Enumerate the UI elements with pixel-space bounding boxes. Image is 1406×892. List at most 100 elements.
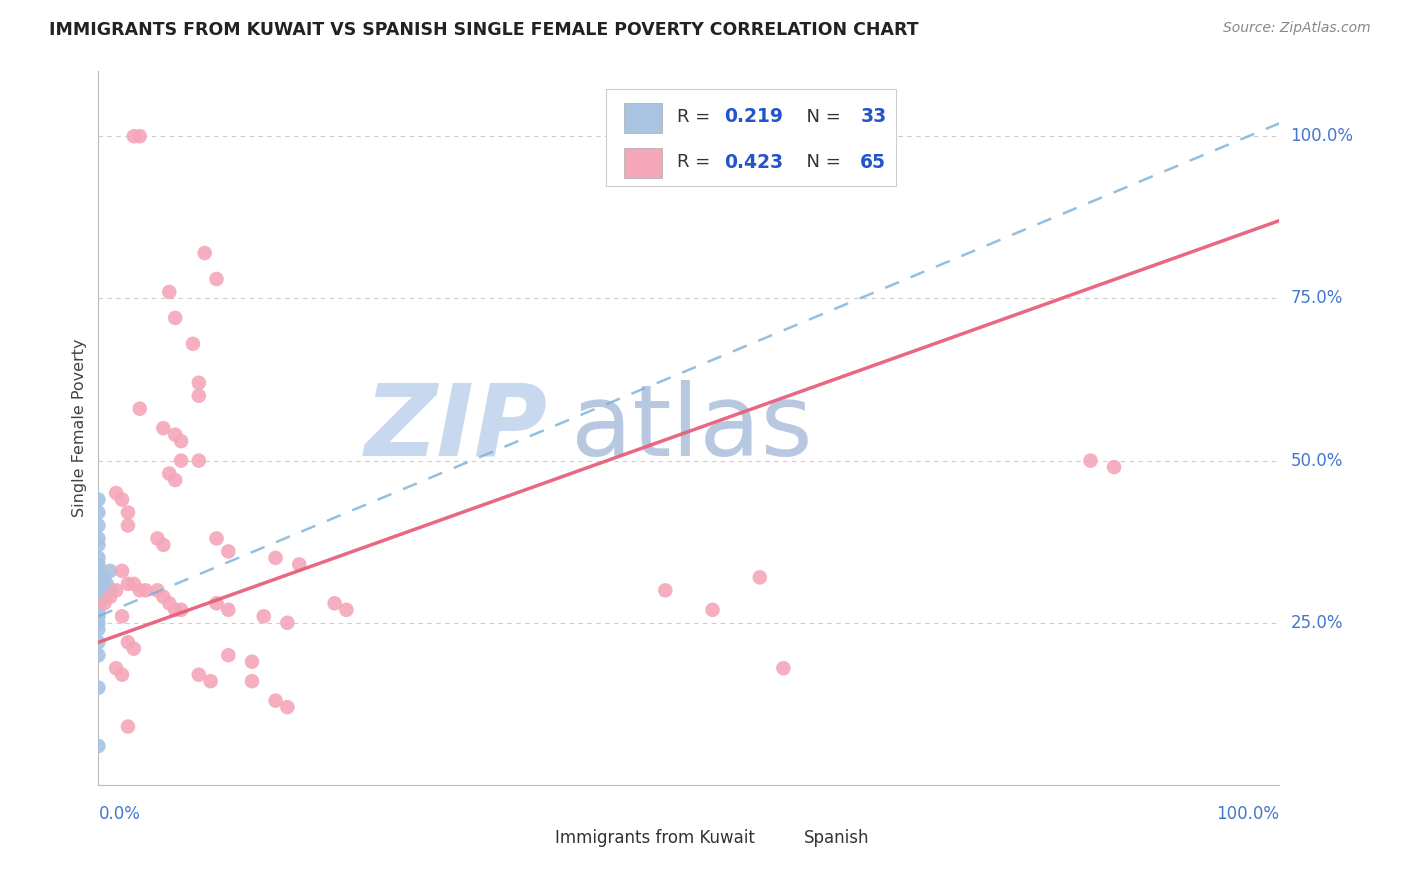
Point (111, 564, 134, 578)
Point (87, 538, 110, 552)
Point (217, 648, 239, 663)
Point (205, 596, 228, 610)
Point (98, 564, 121, 578)
FancyBboxPatch shape (766, 828, 796, 851)
Text: 100.0%: 100.0% (1216, 805, 1279, 823)
Point (122, 577, 145, 591)
Point (87, 596, 110, 610)
Point (128, 129, 150, 144)
Point (87, 609, 110, 624)
Point (187, 376, 209, 390)
Point (117, 518, 139, 533)
Point (187, 389, 209, 403)
Point (93, 570, 115, 584)
Point (117, 506, 139, 520)
Point (165, 603, 187, 617)
Text: N =: N = (796, 153, 846, 171)
Point (87, 532, 110, 546)
Point (117, 720, 139, 734)
Point (170, 603, 193, 617)
Point (128, 401, 150, 416)
Point (187, 453, 209, 467)
Point (105, 583, 128, 598)
Point (111, 609, 134, 624)
Text: 50.0%: 50.0% (1291, 451, 1343, 469)
Point (217, 544, 239, 558)
Point (87, 590, 110, 604)
Point (276, 615, 298, 630)
Point (200, 674, 222, 689)
Text: 100.0%: 100.0% (1291, 128, 1354, 145)
Point (122, 129, 145, 144)
Text: 33: 33 (860, 107, 886, 127)
Point (111, 492, 134, 507)
Text: 0.0%: 0.0% (98, 805, 141, 823)
Point (194, 246, 217, 260)
Point (264, 693, 287, 707)
Point (128, 583, 150, 598)
Text: IMMIGRANTS FROM KUWAIT VS SPANISH SINGLE FEMALE POVERTY CORRELATION CHART: IMMIGRANTS FROM KUWAIT VS SPANISH SINGLE… (49, 21, 920, 38)
Point (94, 590, 117, 604)
Point (87, 570, 110, 584)
Point (654, 583, 676, 598)
Point (91, 590, 114, 604)
Point (87, 506, 110, 520)
Point (87, 564, 110, 578)
Text: Source: ZipAtlas.com: Source: ZipAtlas.com (1223, 21, 1371, 35)
Point (170, 453, 193, 467)
Point (146, 583, 169, 598)
Point (240, 655, 263, 669)
Point (748, 570, 770, 584)
Text: 65: 65 (860, 153, 886, 172)
Point (87, 550, 110, 565)
Point (335, 603, 357, 617)
Point (276, 700, 298, 714)
Point (87, 492, 110, 507)
Point (165, 427, 187, 442)
Point (87, 622, 110, 636)
Point (91, 583, 114, 598)
Point (91, 577, 114, 591)
Point (1080, 453, 1102, 467)
Point (205, 532, 228, 546)
Point (93, 596, 115, 610)
Point (87, 648, 110, 663)
Text: ZIP: ZIP (364, 380, 547, 476)
Point (702, 603, 724, 617)
Text: 75.0%: 75.0% (1291, 289, 1343, 308)
Text: 25.0%: 25.0% (1291, 614, 1343, 632)
Text: N =: N = (796, 108, 846, 126)
Point (87, 681, 110, 695)
Point (111, 667, 134, 681)
Point (87, 603, 110, 617)
Point (97, 583, 120, 598)
Point (187, 667, 209, 681)
Point (105, 486, 128, 500)
FancyBboxPatch shape (517, 828, 547, 851)
Point (117, 635, 139, 649)
Point (205, 272, 228, 286)
Text: Spanish: Spanish (803, 830, 869, 847)
Point (152, 538, 174, 552)
Point (323, 596, 346, 610)
Point (152, 421, 174, 435)
Point (165, 310, 187, 325)
Text: Immigrants from Kuwait: Immigrants from Kuwait (555, 830, 755, 847)
Point (87, 558, 110, 572)
Point (772, 661, 794, 675)
Point (152, 590, 174, 604)
Text: 0.423: 0.423 (724, 153, 783, 172)
Point (157, 285, 180, 299)
Point (89, 564, 111, 578)
Point (1102, 460, 1125, 475)
FancyBboxPatch shape (606, 89, 896, 186)
Point (87, 739, 110, 753)
Point (122, 641, 145, 656)
Point (135, 583, 157, 598)
Point (117, 577, 139, 591)
Point (87, 635, 110, 649)
Point (240, 674, 263, 689)
Point (87, 518, 110, 533)
FancyBboxPatch shape (624, 148, 662, 178)
Point (96, 577, 118, 591)
